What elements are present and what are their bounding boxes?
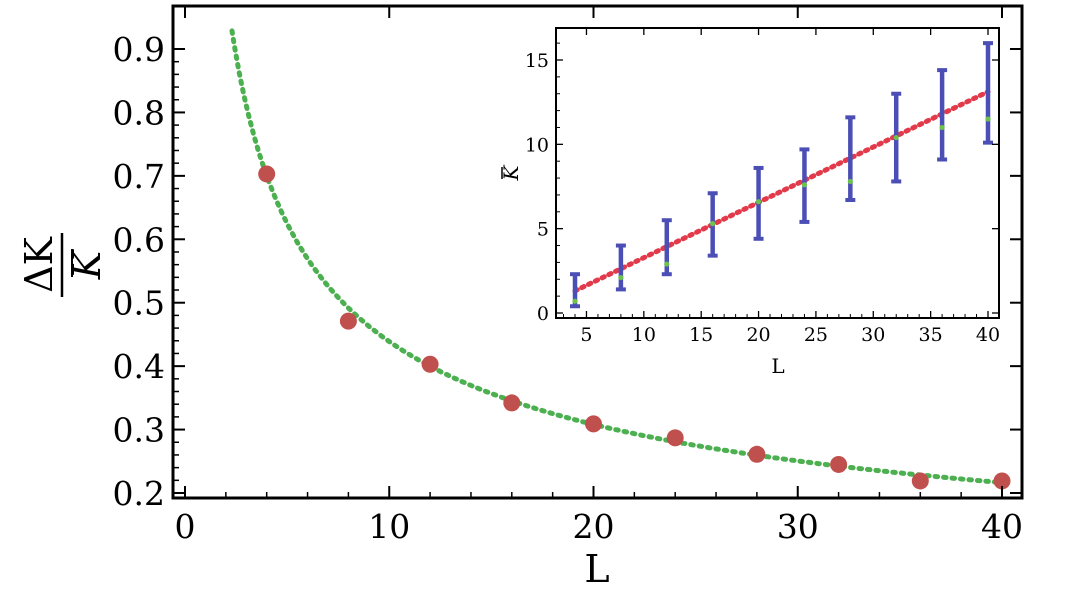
- inset-marker: [618, 274, 624, 281]
- inset-fit-line: [572, 89, 991, 294]
- main-data-point: [258, 165, 276, 183]
- inset-marker: [664, 261, 670, 267]
- main-x-ticks: [184, 6, 1003, 498]
- main-x-axis-title: L: [584, 547, 609, 591]
- inset-frame: [555, 27, 1000, 319]
- main-y-tick-label: 0.4: [113, 347, 165, 386]
- main-y-axis-numerator: ΔK: [17, 236, 61, 292]
- inset-x-axis-title: L: [771, 354, 784, 378]
- inset-x-tick-label: 25: [804, 324, 828, 346]
- main-y-axis-denominator: K: [65, 248, 109, 280]
- main-data-point: [911, 472, 929, 490]
- inset-y-tick-labels: 0 5 10 15: [525, 50, 549, 325]
- inset-y-tick-label: 5: [537, 219, 549, 241]
- inset-marker: [755, 199, 762, 205]
- main-data-point: [503, 394, 521, 412]
- inset-y-axis-title: K: [499, 164, 523, 181]
- main-data-point: [666, 429, 684, 447]
- main-y-axis-title: ΔK K: [17, 233, 109, 297]
- main-fit-curve: [229, 28, 1003, 485]
- inset-y-tick-label: 10: [525, 134, 549, 156]
- main-data-point: [339, 312, 357, 330]
- inset-marker: [801, 182, 808, 188]
- inset-x-tick-label: 30: [861, 324, 885, 346]
- inset-y-tick-label: 0: [537, 303, 549, 325]
- main-y-ticks: [173, 48, 1022, 494]
- main-y-tick-label: 0.6: [113, 220, 165, 259]
- main-data-point: [421, 355, 439, 373]
- main-y-tick-labels: 0.2 0.3 0.4 0.5 0.6 0.7 0.8 0.9: [113, 30, 165, 513]
- inset-x-tick-label: 35: [919, 324, 943, 346]
- inset-marker: [893, 134, 899, 141]
- inset-marker: [985, 116, 991, 122]
- inset-x-tick-label: 5: [580, 324, 592, 346]
- main-y-tick-label: 0.2: [113, 474, 165, 513]
- inset-x-ticks: [563, 28, 989, 318]
- inset-x-tick-label: 10: [632, 324, 656, 346]
- main-x-tick-label: 40: [981, 507, 1023, 546]
- main-y-tick-label: 0.5: [113, 284, 165, 323]
- inset-fit-segment: [572, 89, 991, 294]
- inset-x-tick-label: 15: [689, 324, 713, 346]
- main-x-tick-label: 30: [777, 507, 819, 546]
- main-data-point: [585, 415, 602, 433]
- inset-marker: [939, 124, 945, 131]
- main-y-tick-label: 0.3: [113, 411, 165, 450]
- inset-marker: [710, 221, 716, 227]
- main-data-points: [258, 165, 1011, 490]
- inset-x-tick-labels: 5 10 15 20 25 30 35 40: [580, 324, 1000, 346]
- inset-panel: 5 10 15 20 25 30 35 40 0 5 10 15 L K: [499, 27, 1000, 378]
- main-x-tick-label: 0: [175, 507, 196, 546]
- inset-x-tick-label: 40: [976, 324, 1000, 346]
- main-data-point: [748, 445, 766, 463]
- main-y-tick-label: 0.7: [113, 157, 165, 196]
- inset-marker: [572, 298, 578, 304]
- inset-markers: [572, 116, 991, 304]
- main-x-tick-label: 20: [573, 507, 615, 546]
- inset-y-tick-label: 15: [525, 50, 549, 72]
- main-fit-line: [229, 28, 1003, 485]
- main-x-tick-label: 10: [368, 507, 410, 546]
- main-x-tick-labels: 0 10 20 30 40: [175, 507, 1024, 546]
- inset-marker: [847, 178, 853, 185]
- main-panel: 0 10 20 30 40 0.2 0.3 0.4 0.5 0.6 0.7 0.8 0.9 L ΔK …: [17, 4, 1024, 591]
- main-data-point: [993, 472, 1011, 490]
- inset-y-axis-label: K: [499, 164, 523, 181]
- main-y-tick-label: 0.8: [113, 93, 165, 132]
- inset-y-ticks: [556, 42, 999, 314]
- inset-x-tick-label: 20: [746, 324, 770, 346]
- main-data-point: [830, 455, 848, 473]
- main-y-tick-label: 0.9: [113, 30, 165, 69]
